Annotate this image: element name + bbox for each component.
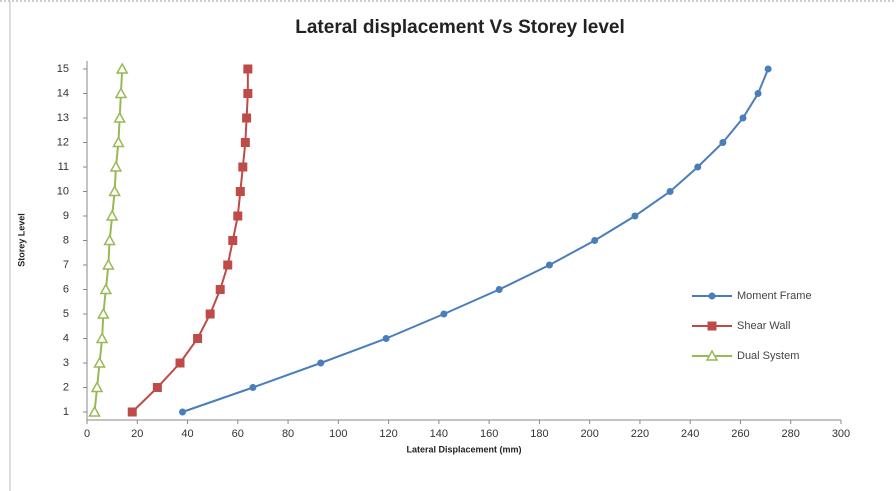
x-tick-label: 0 bbox=[84, 428, 90, 440]
x-tick-label: 120 bbox=[379, 428, 397, 440]
marker bbox=[666, 188, 674, 195]
marker bbox=[115, 62, 129, 74]
marker bbox=[223, 260, 233, 270]
marker bbox=[105, 209, 119, 221]
y-tick-label: 4 bbox=[63, 332, 69, 344]
x-tick-label: 140 bbox=[430, 428, 448, 440]
x-axis-label: Lateral Displacement (mm) bbox=[406, 444, 521, 454]
x-tick-label: 80 bbox=[282, 428, 294, 440]
x-tick-label: 220 bbox=[631, 428, 649, 440]
marker bbox=[99, 282, 113, 295]
marker bbox=[113, 111, 126, 123]
marker bbox=[108, 184, 121, 197]
marker bbox=[317, 359, 325, 367]
y-tick-label: 9 bbox=[63, 210, 69, 222]
marker bbox=[93, 356, 106, 368]
x-tick-label: 160 bbox=[480, 428, 498, 440]
legend-label: Moment Frame bbox=[737, 290, 812, 302]
marker bbox=[240, 138, 250, 147]
legend-label: Shear Wall bbox=[737, 320, 790, 332]
x-tick-label: 100 bbox=[329, 428, 347, 440]
marker bbox=[109, 160, 123, 172]
marker bbox=[591, 237, 599, 244]
marker bbox=[739, 114, 747, 122]
marker bbox=[114, 86, 128, 99]
marker bbox=[708, 292, 716, 300]
marker bbox=[235, 187, 245, 196]
marker bbox=[152, 383, 162, 392]
marker bbox=[545, 261, 553, 269]
y-axis-label: Storey Level bbox=[16, 213, 26, 267]
marker bbox=[764, 65, 772, 73]
marker bbox=[243, 89, 253, 98]
marker bbox=[382, 335, 390, 342]
marker bbox=[127, 407, 137, 417]
marker bbox=[112, 135, 125, 148]
marker bbox=[215, 285, 225, 294]
marker bbox=[103, 233, 116, 246]
y-tick-label: 12 bbox=[57, 136, 69, 148]
y-tick-label: 1 bbox=[63, 406, 69, 418]
x-tick-label: 180 bbox=[530, 428, 548, 440]
y-tick-label: 14 bbox=[57, 87, 69, 99]
y-tick-label: 5 bbox=[63, 308, 69, 320]
marker bbox=[707, 321, 717, 331]
x-tick-label: 300 bbox=[832, 428, 850, 440]
y-tick-label: 11 bbox=[58, 161, 69, 173]
marker bbox=[193, 334, 203, 343]
marker bbox=[238, 162, 248, 172]
y-tick-label: 8 bbox=[63, 234, 69, 246]
marker bbox=[242, 113, 252, 123]
marker bbox=[719, 139, 727, 146]
marker bbox=[179, 408, 187, 416]
y-tick-label: 2 bbox=[63, 381, 69, 393]
x-tick-label: 40 bbox=[181, 428, 193, 440]
x-tick-label: 280 bbox=[782, 428, 800, 440]
marker bbox=[88, 405, 101, 417]
y-tick-label: 7 bbox=[63, 259, 69, 271]
marker bbox=[249, 384, 257, 391]
marker bbox=[175, 358, 185, 368]
y-tick-label: 15 bbox=[57, 63, 69, 75]
marker bbox=[243, 64, 253, 74]
y-tick-label: 6 bbox=[63, 283, 69, 295]
chart-title: Lateral displacement Vs Storey level bbox=[295, 17, 625, 38]
y-tick-label: 13 bbox=[57, 112, 69, 124]
marker bbox=[102, 258, 115, 270]
x-tick-label: 260 bbox=[731, 428, 749, 440]
marker bbox=[754, 90, 762, 97]
y-tick-label: 10 bbox=[57, 185, 69, 197]
marker bbox=[440, 310, 448, 318]
x-tick-label: 240 bbox=[681, 428, 699, 440]
y-tick-label: 3 bbox=[63, 357, 69, 369]
marker bbox=[694, 163, 702, 171]
legend-label: Dual System bbox=[737, 350, 799, 362]
marker bbox=[97, 307, 110, 319]
x-tick-label: 200 bbox=[580, 428, 598, 440]
marker bbox=[205, 309, 215, 319]
x-tick-label: 20 bbox=[131, 428, 143, 440]
series-line bbox=[182, 68, 770, 413]
marker bbox=[495, 286, 503, 293]
x-tick-label: 60 bbox=[232, 428, 244, 440]
marker bbox=[631, 212, 639, 220]
marker bbox=[228, 236, 238, 245]
marker bbox=[90, 380, 104, 393]
marker bbox=[705, 349, 719, 361]
marker bbox=[95, 331, 109, 344]
marker bbox=[233, 211, 243, 221]
